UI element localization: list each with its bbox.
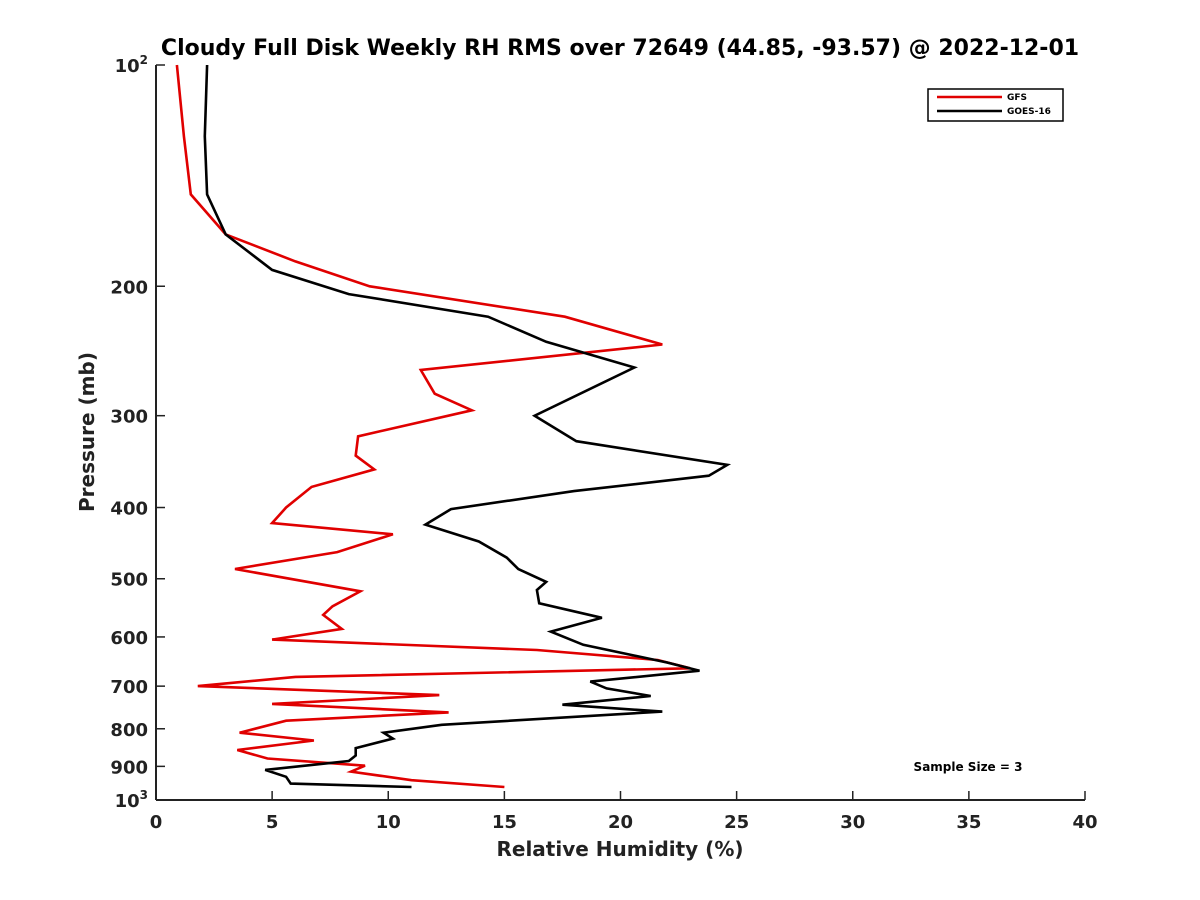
x-tick-label: 15 bbox=[492, 812, 517, 833]
x-tick-label: 40 bbox=[1072, 812, 1097, 833]
y-ticks: 102 200 300 400 500 600 700 800 900 103 bbox=[110, 53, 165, 812]
x-tick-label: 0 bbox=[150, 812, 163, 833]
y-tick-label: 700 bbox=[110, 677, 148, 698]
legend-label-goes-16: GOES-16 bbox=[1007, 107, 1051, 117]
y-tick-label: 300 bbox=[110, 407, 148, 428]
series-layer bbox=[175, 64, 732, 789]
x-axis-label: Relative Humidity (%) bbox=[496, 837, 743, 861]
x-tick-label: 5 bbox=[266, 812, 279, 833]
y-tick-label: 200 bbox=[110, 277, 148, 298]
chart-title: Cloudy Full Disk Weekly RH RMS over 7264… bbox=[161, 36, 1079, 61]
legend-label-gfs: GFS bbox=[1007, 93, 1027, 103]
y-tick-label: 102 bbox=[115, 53, 148, 77]
y-tick-label: 500 bbox=[110, 570, 148, 591]
y-tick-label: 103 bbox=[115, 788, 148, 812]
legend-box bbox=[927, 88, 1064, 122]
x-tick-label: 25 bbox=[724, 812, 749, 833]
series-line-gfs bbox=[175, 64, 691, 789]
x-tick-label: 30 bbox=[840, 812, 865, 833]
y-tick-label: 600 bbox=[110, 628, 148, 649]
y-axis-label: Pressure (mb) bbox=[75, 352, 99, 512]
x-tick-label: 35 bbox=[956, 812, 981, 833]
x-tick-label: 10 bbox=[376, 812, 401, 833]
x-tick-label: 20 bbox=[608, 812, 633, 833]
series-line-goes-16 bbox=[203, 64, 732, 789]
sample-size-annotation: Sample Size = 3 bbox=[914, 760, 1023, 774]
y-tick-label: 900 bbox=[110, 757, 148, 778]
legend: GFS GOES-16 bbox=[927, 88, 1064, 122]
x-ticks: 0 5 10 15 20 25 30 35 40 bbox=[150, 791, 1098, 833]
y-tick-label: 400 bbox=[110, 499, 148, 520]
y-tick-label: 800 bbox=[110, 720, 148, 741]
